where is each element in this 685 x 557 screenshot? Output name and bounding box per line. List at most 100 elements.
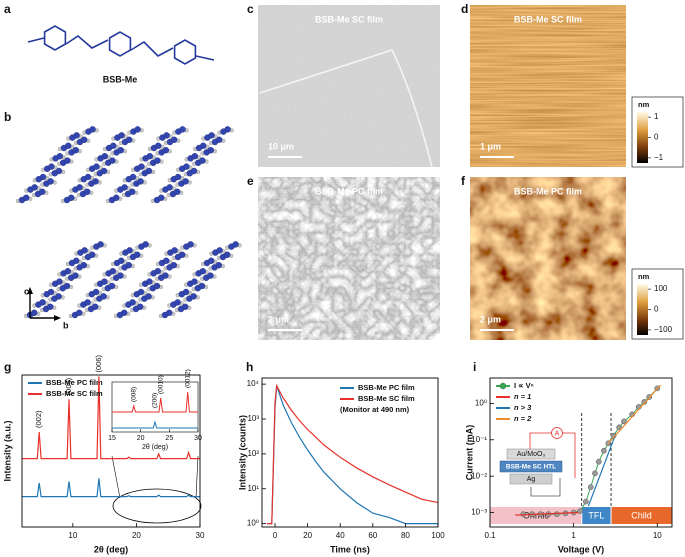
series-line bbox=[266, 383, 439, 525]
carbon bbox=[162, 272, 169, 279]
data-point bbox=[577, 508, 584, 514]
inset-tick-label: 25 bbox=[165, 435, 173, 442]
y-axis-label: Intensity (a.u.) bbox=[2, 420, 12, 481]
carbon bbox=[39, 173, 47, 181]
vinylene bbox=[65, 34, 109, 49]
scale-label: 1 μm bbox=[480, 141, 501, 151]
series-line bbox=[523, 387, 658, 515]
data-point bbox=[587, 484, 594, 490]
legend-label: BSB-Me SC film bbox=[46, 389, 103, 398]
colorbar-tick-label: −100 bbox=[654, 325, 673, 334]
carbon bbox=[23, 194, 30, 202]
carbon bbox=[187, 241, 194, 248]
carbon bbox=[171, 247, 178, 254]
micrograph bbox=[470, 5, 626, 167]
carbon bbox=[146, 152, 154, 160]
device-layer: Au/MoO₃ bbox=[517, 451, 546, 458]
carbon bbox=[207, 146, 215, 154]
x-axis-label: 2θ (deg) bbox=[94, 544, 128, 554]
carbon bbox=[83, 188, 91, 196]
region-label: Ohmic bbox=[523, 510, 550, 520]
panel-label: i bbox=[473, 360, 476, 374]
carbon bbox=[182, 288, 190, 296]
scale-label: 2 μm bbox=[480, 314, 501, 324]
colorbar-tick-label: 100 bbox=[654, 284, 668, 293]
carbon bbox=[92, 178, 99, 185]
carbon bbox=[170, 136, 178, 144]
ammeter-label: A bbox=[555, 430, 560, 437]
legend-label: I ∝ Vⁿ bbox=[514, 381, 534, 390]
panel-label: g bbox=[4, 360, 11, 374]
data-point bbox=[595, 458, 602, 465]
benzene-ring bbox=[43, 25, 67, 51]
carbon bbox=[216, 247, 223, 254]
carbon bbox=[207, 272, 214, 279]
data-point bbox=[616, 424, 622, 431]
carbon bbox=[101, 278, 108, 285]
carbon bbox=[64, 268, 72, 275]
molecule-name: BSB-Me bbox=[103, 74, 138, 84]
x-tick-label: 10 bbox=[653, 531, 662, 540]
carbon bbox=[174, 173, 182, 181]
carbon bbox=[112, 194, 120, 202]
series-line bbox=[515, 511, 579, 516]
series-line bbox=[587, 433, 617, 507]
carbon bbox=[145, 293, 152, 300]
micrograph bbox=[258, 5, 440, 167]
colorbar-tick-label: 0 bbox=[654, 305, 659, 314]
y-axis-label: Current (mA) bbox=[464, 425, 474, 481]
y-tick-label: 10⁻³ bbox=[471, 508, 487, 517]
carbon bbox=[55, 293, 62, 300]
carbon bbox=[223, 251, 231, 259]
carbon bbox=[109, 142, 117, 150]
image-title: BSB-Me SC film bbox=[315, 14, 383, 24]
inset-line bbox=[112, 391, 198, 413]
image-title: BSB-Me SC film bbox=[514, 14, 582, 24]
legend-marker bbox=[499, 382, 507, 390]
device-layer: Ag bbox=[527, 476, 536, 483]
carbon bbox=[100, 293, 107, 300]
peak-label: (004) bbox=[64, 377, 73, 395]
carbon bbox=[138, 163, 145, 170]
x-tick-label: 10 bbox=[68, 531, 77, 540]
carbon bbox=[146, 278, 153, 285]
arrow-head bbox=[27, 287, 33, 294]
colorbar-tick-label: −1 bbox=[654, 153, 664, 162]
series-line bbox=[607, 384, 662, 444]
carbon bbox=[108, 282, 116, 290]
axis-name: c bbox=[24, 286, 29, 296]
colorbar bbox=[637, 112, 648, 163]
image-title: BSB-Me PC film bbox=[315, 186, 383, 196]
carbon bbox=[154, 157, 161, 164]
carbon bbox=[47, 288, 55, 296]
y-tick-label: 10¹ bbox=[247, 484, 259, 493]
carbon bbox=[47, 178, 54, 185]
zoom-line bbox=[111, 455, 121, 499]
carbon bbox=[97, 241, 104, 248]
legend-label: n > 3 bbox=[514, 403, 532, 412]
colorbar bbox=[637, 284, 648, 335]
y-tick-label: 10³ bbox=[247, 414, 259, 423]
carbon bbox=[125, 136, 133, 144]
structures bbox=[15, 25, 242, 321]
panel-label: c bbox=[247, 2, 254, 16]
y-tick-label: 10⁴ bbox=[247, 379, 260, 388]
carbon bbox=[63, 282, 71, 290]
device-inset bbox=[499, 427, 576, 497]
image-title: BSB-Me PC film bbox=[514, 186, 582, 196]
panel-label: a bbox=[4, 2, 11, 16]
carbon bbox=[207, 257, 215, 264]
carbon bbox=[126, 247, 133, 254]
legend-label: n = 2 bbox=[514, 414, 532, 423]
carbon bbox=[191, 152, 199, 160]
carbon bbox=[47, 303, 54, 310]
carbon bbox=[120, 309, 128, 316]
micrographs bbox=[258, 5, 626, 340]
colorbar-unit: nm bbox=[638, 100, 650, 109]
x-tick-label: 20 bbox=[132, 531, 141, 540]
carbon bbox=[117, 146, 125, 154]
data-point bbox=[621, 418, 627, 425]
peak-label: (200) bbox=[152, 393, 159, 408]
peak-label: (006) bbox=[94, 355, 103, 373]
carbon bbox=[81, 247, 88, 254]
